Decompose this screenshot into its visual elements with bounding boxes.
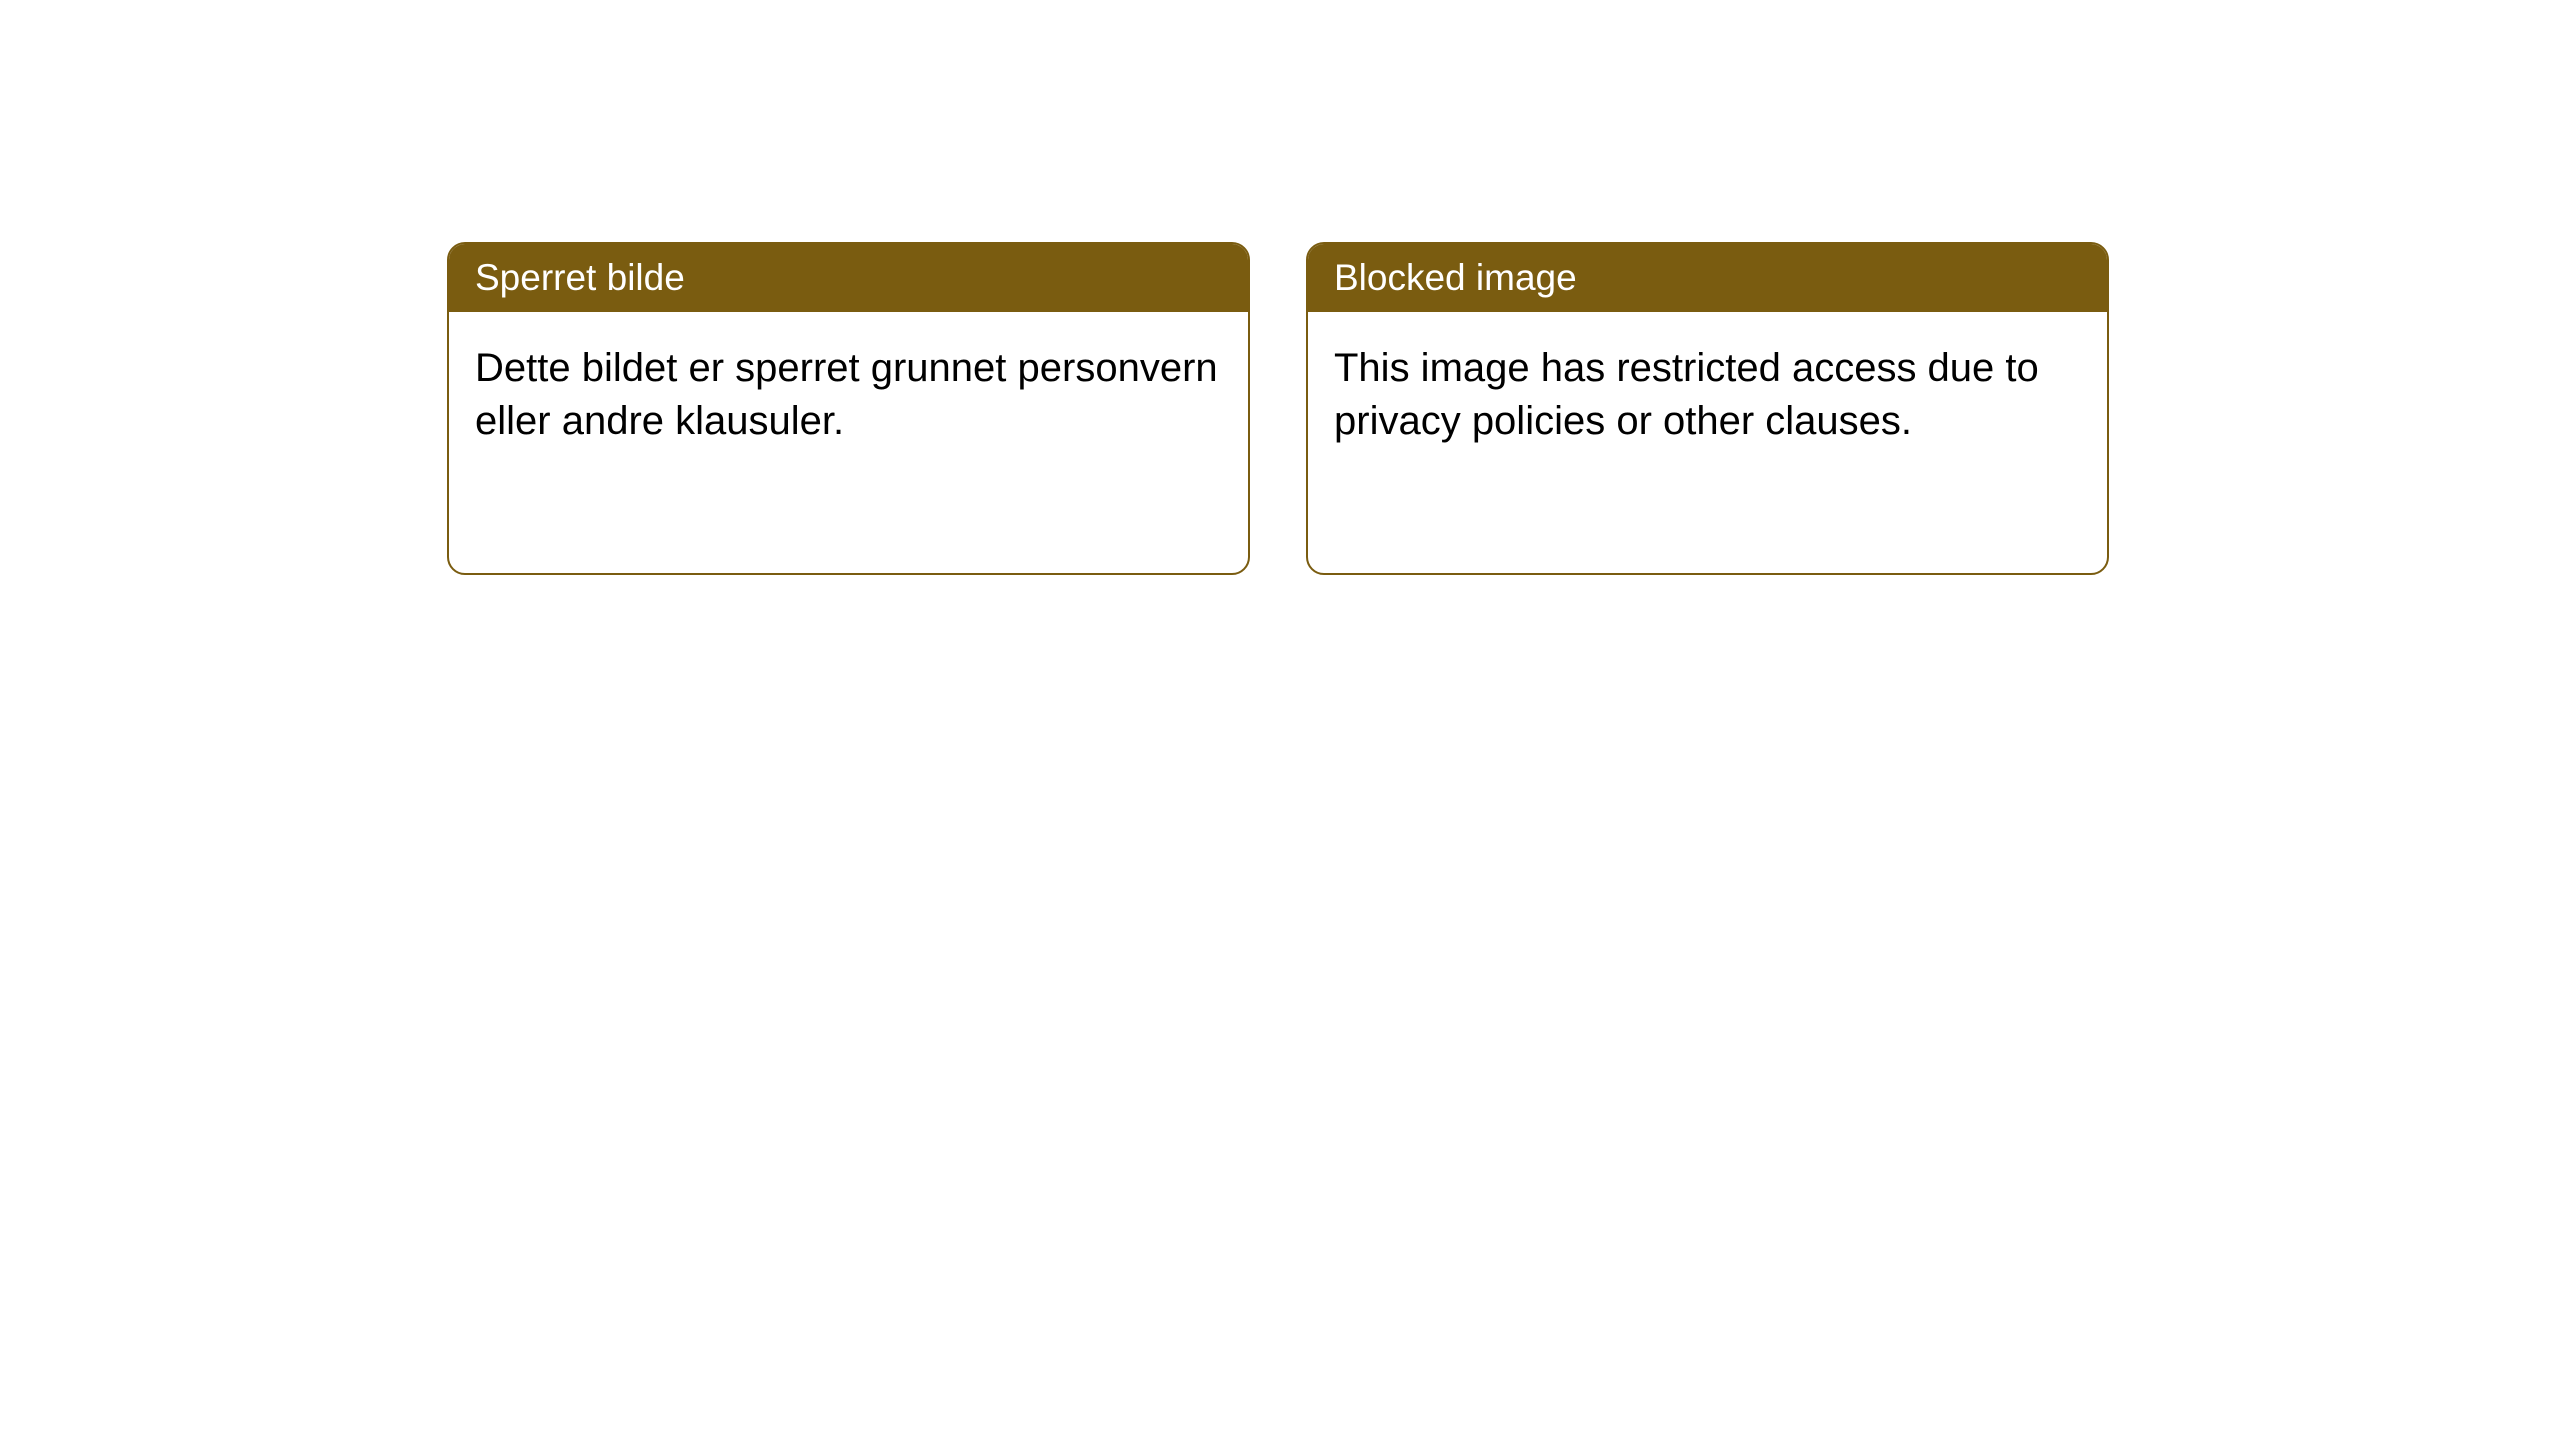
card-header: Blocked image <box>1308 244 2107 312</box>
card-body: This image has restricted access due to … <box>1308 312 2107 478</box>
card-header: Sperret bilde <box>449 244 1248 312</box>
notice-cards-container: Sperret bilde Dette bildet er sperret gr… <box>447 242 2109 575</box>
notice-card-english: Blocked image This image has restricted … <box>1306 242 2109 575</box>
card-body: Dette bildet er sperret grunnet personve… <box>449 312 1248 478</box>
notice-card-norwegian: Sperret bilde Dette bildet er sperret gr… <box>447 242 1250 575</box>
